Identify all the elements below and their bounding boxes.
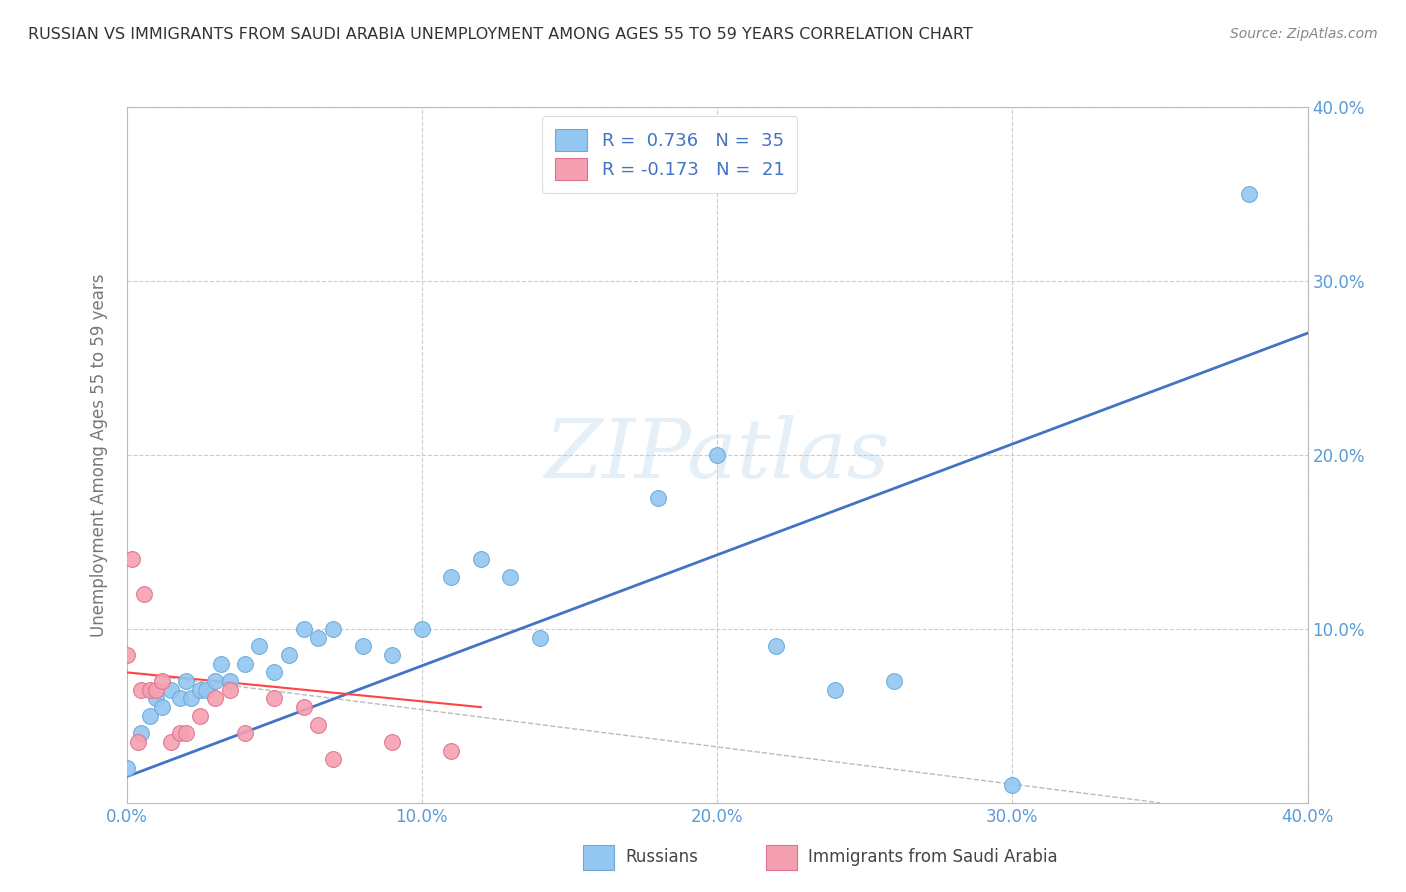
Point <box>529 631 551 645</box>
Point <box>440 570 463 584</box>
Text: RUSSIAN VS IMMIGRANTS FROM SAUDI ARABIA UNEMPLOYMENT AMONG AGES 55 TO 59 YEARS C: RUSSIAN VS IMMIGRANTS FROM SAUDI ARABIA … <box>28 27 973 42</box>
Point <box>1001 778 1024 792</box>
Point <box>307 631 329 645</box>
Point <box>352 639 374 653</box>
Point <box>188 708 211 723</box>
Point <box>278 648 301 662</box>
Point <box>127 735 149 749</box>
Point <box>174 674 197 689</box>
Point <box>204 691 226 706</box>
Point <box>204 674 226 689</box>
Point <box>292 622 315 636</box>
Point <box>322 622 344 636</box>
Point <box>470 552 492 566</box>
Point <box>121 552 143 566</box>
Point <box>883 674 905 689</box>
Point <box>765 639 787 653</box>
Point <box>411 622 433 636</box>
Text: ZIPatlas: ZIPatlas <box>544 415 890 495</box>
Point <box>115 761 138 775</box>
Point <box>169 691 191 706</box>
Point <box>381 648 404 662</box>
Text: Russians: Russians <box>626 848 699 866</box>
Point <box>233 726 256 740</box>
Point <box>188 682 211 697</box>
Point <box>647 491 669 506</box>
Point <box>219 674 242 689</box>
Point <box>219 682 242 697</box>
Point <box>292 700 315 714</box>
Point <box>169 726 191 740</box>
Point <box>145 682 167 697</box>
Point <box>150 700 173 714</box>
Point <box>129 682 153 697</box>
Point <box>209 657 232 671</box>
Point <box>706 448 728 462</box>
Point <box>307 717 329 731</box>
Text: Source: ZipAtlas.com: Source: ZipAtlas.com <box>1230 27 1378 41</box>
Point <box>174 726 197 740</box>
Legend: R =  0.736   N =  35, R = -0.173   N =  21: R = 0.736 N = 35, R = -0.173 N = 21 <box>543 116 797 193</box>
Y-axis label: Unemployment Among Ages 55 to 59 years: Unemployment Among Ages 55 to 59 years <box>90 273 108 637</box>
Point <box>247 639 270 653</box>
Point <box>150 674 173 689</box>
Point <box>139 708 162 723</box>
Point <box>381 735 404 749</box>
Point <box>139 682 162 697</box>
Point <box>145 691 167 706</box>
Point <box>134 587 156 601</box>
Point <box>233 657 256 671</box>
Point <box>159 735 183 749</box>
Point <box>115 648 138 662</box>
Point <box>440 744 463 758</box>
Point <box>180 691 202 706</box>
Point <box>322 752 344 766</box>
Point <box>159 682 183 697</box>
Point <box>263 691 285 706</box>
Text: Immigrants from Saudi Arabia: Immigrants from Saudi Arabia <box>808 848 1059 866</box>
Point <box>499 570 522 584</box>
Point <box>1237 187 1260 202</box>
Point <box>129 726 153 740</box>
Point <box>195 682 218 697</box>
Point <box>263 665 285 680</box>
Point <box>824 682 846 697</box>
